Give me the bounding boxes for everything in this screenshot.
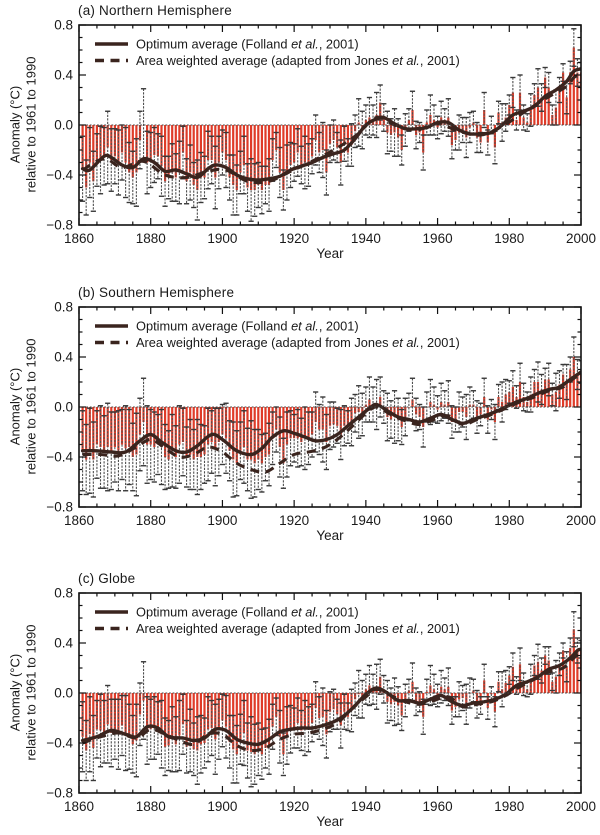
x-tick-label: 2000 bbox=[566, 231, 596, 246]
y-tick-label: −0.4 bbox=[46, 168, 73, 183]
panel-b-title: (b) Southern Hemisphere bbox=[78, 285, 235, 300]
y-tick-label: 0.4 bbox=[54, 350, 73, 365]
y-tick-label: 0.0 bbox=[54, 118, 73, 133]
x-tick-label: 1860 bbox=[64, 513, 94, 528]
optimum-average-line bbox=[80, 647, 581, 747]
legend-label: Area weighted average (adapted from Jone… bbox=[136, 335, 460, 350]
y-tick-label: −0.4 bbox=[46, 450, 73, 465]
x-tick-label: 1980 bbox=[494, 799, 524, 814]
x-tick-label: 1860 bbox=[64, 231, 94, 246]
x-tick-label: 1960 bbox=[423, 799, 453, 814]
panel-c-plot: 1860 1880 1900 1920 1940 1960 1980 2000 0.8 0.4 0.… bbox=[46, 586, 596, 815]
legend-label: Optimum average (Folland et al., 2001) bbox=[136, 319, 359, 334]
legend: Optimum average (Folland et al., 2001)Ar… bbox=[95, 319, 460, 350]
legend: Optimum average (Folland et al., 2001)Ar… bbox=[95, 37, 460, 68]
panel-c-x-axis-label: Year bbox=[316, 814, 344, 829]
x-tick-label: 1900 bbox=[207, 799, 237, 814]
error-bars bbox=[79, 336, 581, 499]
panel-b-y-axis-label-line2: relative to 1961 to 1990 bbox=[23, 338, 39, 475]
x-tick-label: 1940 bbox=[351, 231, 381, 246]
x-tick-label: 1900 bbox=[207, 513, 237, 528]
error-bars bbox=[79, 611, 581, 788]
x-tick-label: 1880 bbox=[136, 799, 166, 814]
panel-c-y-axis-label-line1: Anomaly (°C) bbox=[7, 653, 23, 732]
axis-ticks bbox=[78, 24, 582, 226]
y-tick-label: −0.8 bbox=[46, 218, 73, 233]
y-tick-label: −0.8 bbox=[46, 500, 73, 515]
axis-ticks bbox=[78, 306, 582, 508]
panel-c-title: (c) Globe bbox=[78, 571, 136, 586]
x-tick-label: 1980 bbox=[494, 231, 524, 246]
y-tick-label: 0.0 bbox=[54, 400, 73, 415]
panel-a-y-axis-label-line1: Anomaly (°C) bbox=[7, 85, 23, 164]
x-tick-label: 1960 bbox=[423, 231, 453, 246]
legend-label: Area weighted average (adapted from Jone… bbox=[136, 621, 460, 636]
x-tick-label: 1900 bbox=[207, 231, 237, 246]
legend-label: Optimum average (Folland et al., 2001) bbox=[136, 605, 359, 620]
x-tick-label: 1920 bbox=[279, 513, 309, 528]
x-tick-label: 1920 bbox=[279, 799, 309, 814]
legend-label: Optimum average (Folland et al., 2001) bbox=[136, 37, 359, 52]
panel-a-plot: 1860 1880 1900 1920 1940 1960 1980 2000 0.8 0.4 0.… bbox=[46, 18, 596, 247]
panel-a-title: (a) Northern Hemisphere bbox=[78, 3, 232, 18]
x-tick-label: 1880 bbox=[136, 513, 166, 528]
panel-c-y-axis-label-line2: relative to 1961 to 1990 bbox=[23, 624, 39, 761]
y-tick-label: 0.4 bbox=[54, 68, 73, 83]
y-tick-label: −0.4 bbox=[46, 736, 73, 751]
x-tick-label: 1980 bbox=[494, 513, 524, 528]
panel-b-y-axis-label-line1: Anomaly (°C) bbox=[7, 367, 23, 446]
y-tick-label: −0.8 bbox=[46, 786, 73, 801]
axis-ticks bbox=[78, 592, 582, 794]
x-tick-label: 1940 bbox=[351, 799, 381, 814]
y-tick-label: 0.4 bbox=[54, 636, 73, 651]
y-tick-label: 0.8 bbox=[54, 18, 73, 33]
x-tick-label: 1960 bbox=[423, 513, 453, 528]
panel-a-x-axis-label: Year bbox=[316, 246, 344, 261]
optimum-average-line bbox=[80, 67, 581, 182]
optimum-average-line bbox=[80, 370, 581, 457]
panel-b-x-axis-label: Year bbox=[316, 528, 344, 543]
area-weighted-average-line bbox=[81, 72, 581, 185]
legend: Optimum average (Folland et al., 2001)Ar… bbox=[95, 605, 460, 636]
x-tick-label: 1920 bbox=[279, 231, 309, 246]
y-tick-label: 0.0 bbox=[54, 686, 73, 701]
x-tick-label: 1860 bbox=[64, 799, 94, 814]
y-tick-label: 0.8 bbox=[54, 586, 73, 601]
legend-label: Area weighted average (adapted from Jone… bbox=[136, 53, 460, 68]
y-tick-label: 0.8 bbox=[54, 300, 73, 315]
panel-b-plot: 1860 1880 1900 1920 1940 1960 1980 2000 0.8 0.4 0.… bbox=[46, 300, 596, 529]
x-tick-label: 2000 bbox=[566, 799, 596, 814]
x-tick-label: 1880 bbox=[136, 231, 166, 246]
x-tick-label: 1940 bbox=[351, 513, 381, 528]
panel-a-y-axis-label-line2: relative to 1961 to 1990 bbox=[23, 56, 39, 193]
x-tick-label: 2000 bbox=[566, 513, 596, 528]
